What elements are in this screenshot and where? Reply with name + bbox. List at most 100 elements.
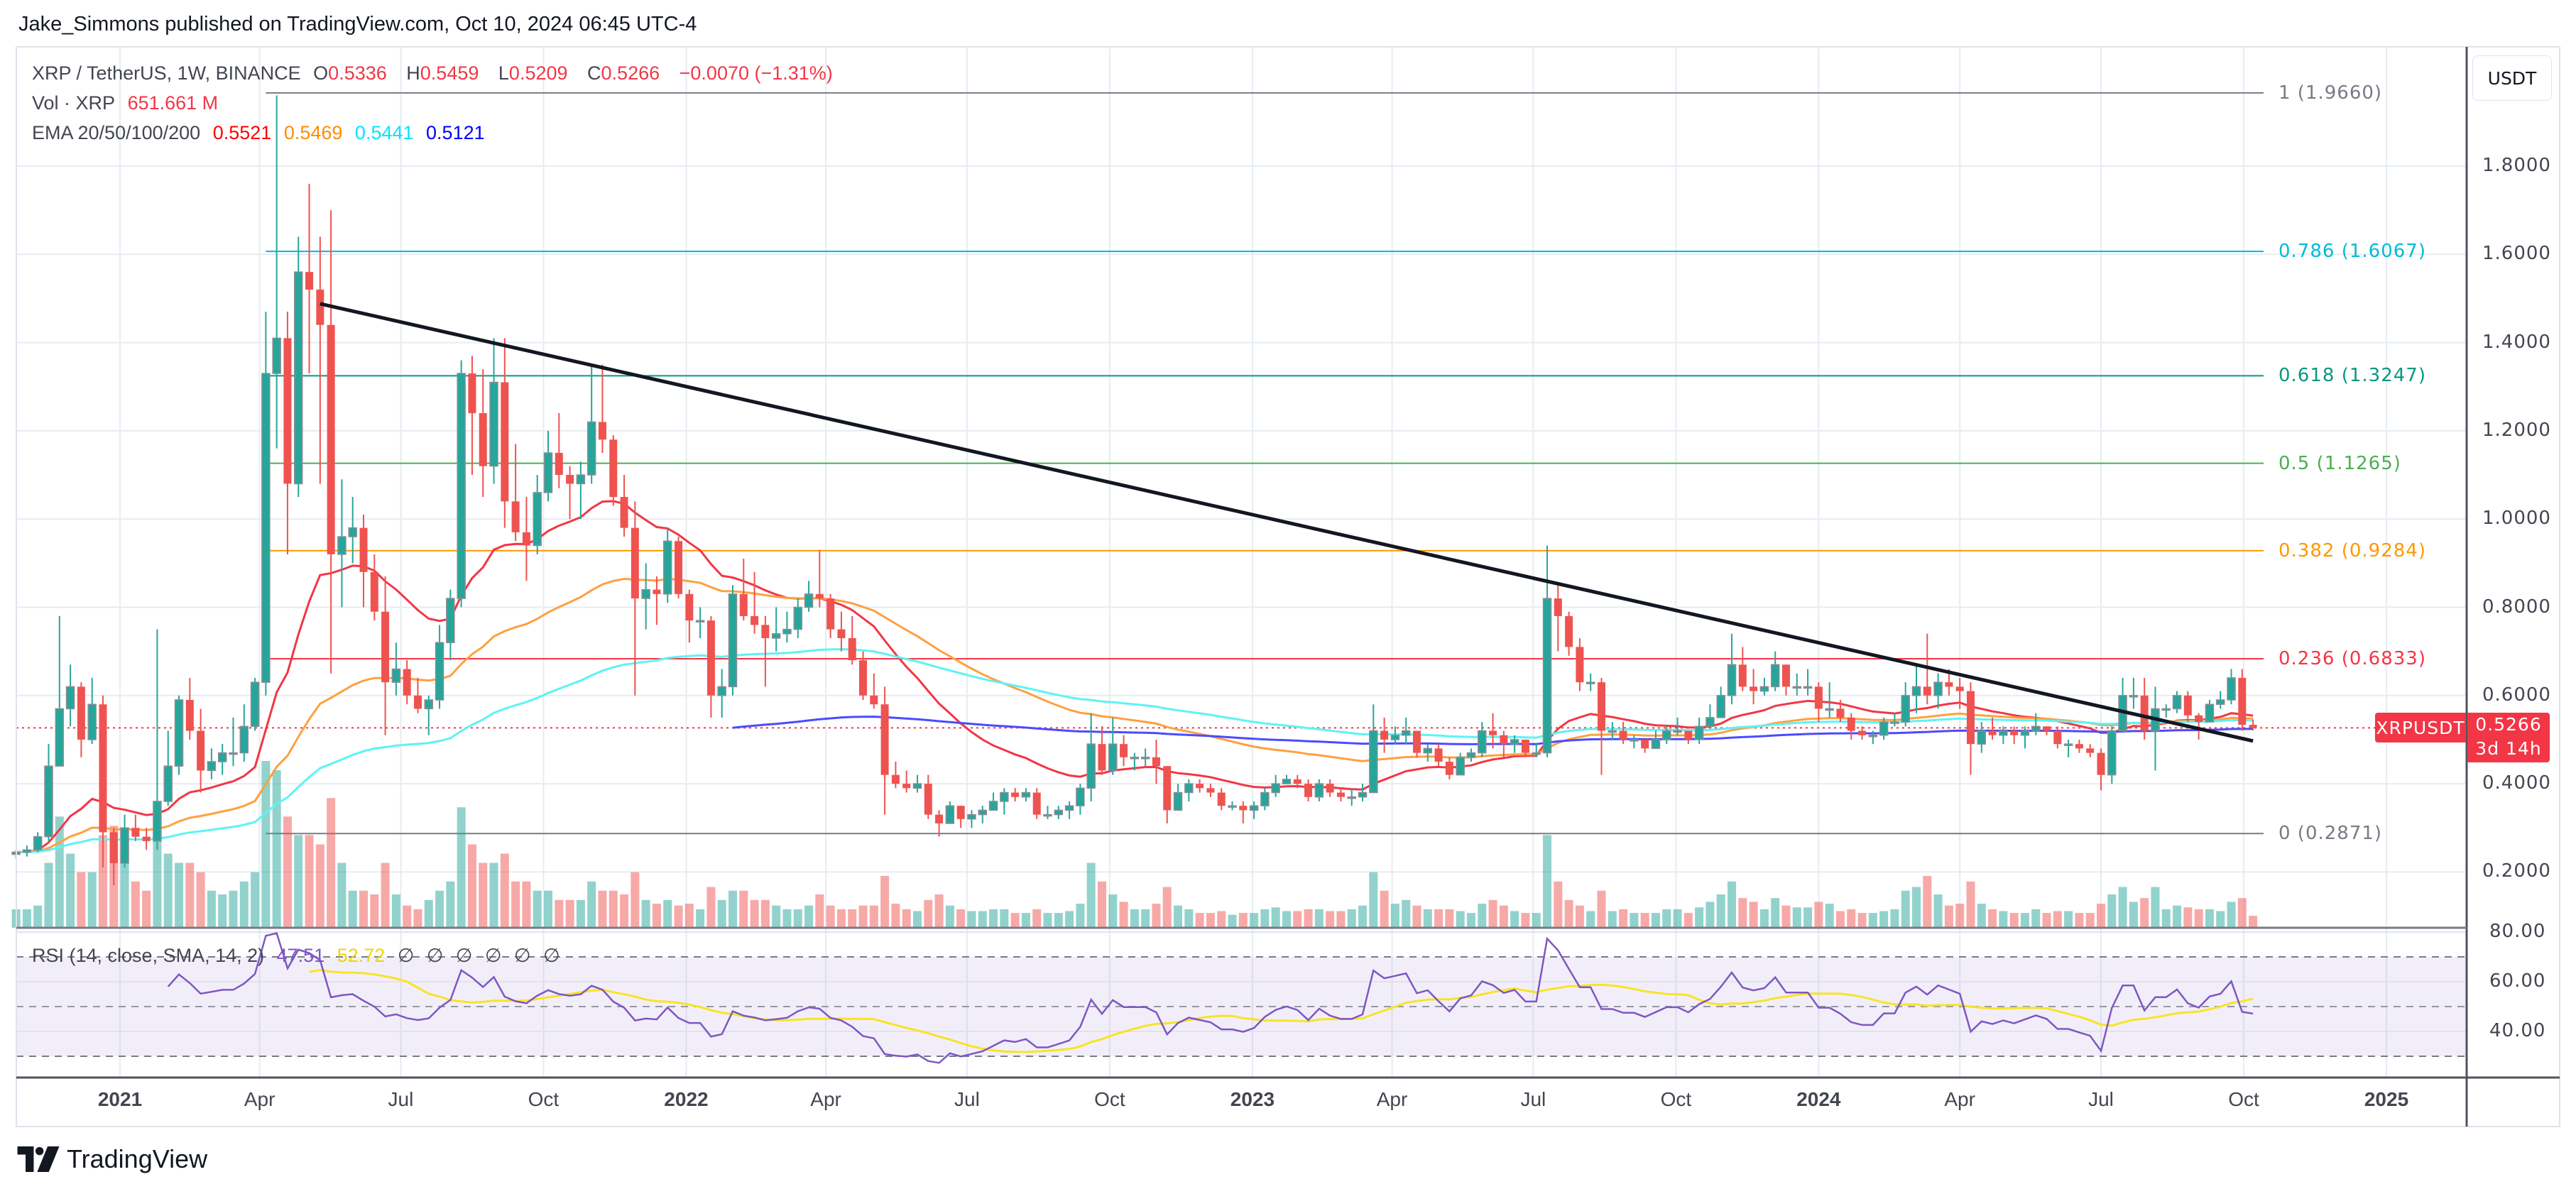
volume-bar xyxy=(1184,909,1194,928)
volume-bar xyxy=(1380,890,1389,928)
volume-bar xyxy=(2173,905,2182,928)
open-label: O xyxy=(313,62,329,84)
candle-body xyxy=(185,700,194,731)
volume-bar xyxy=(2107,894,2117,928)
candle-body xyxy=(55,708,65,767)
candle-body xyxy=(2031,725,2041,732)
volume-bar xyxy=(294,835,303,928)
volume-bar xyxy=(1683,913,1693,928)
volume-bar xyxy=(620,894,629,928)
candle-body xyxy=(880,704,889,775)
volume-bar xyxy=(229,890,238,928)
candle-body xyxy=(197,730,205,771)
candle-body xyxy=(1977,730,1987,745)
candle-body xyxy=(2215,699,2225,705)
volume-bar xyxy=(1314,909,1324,928)
candle-body xyxy=(229,752,238,755)
candle-body xyxy=(1249,805,1259,811)
currency-button[interactable]: USDT xyxy=(2472,55,2552,101)
volume-bar xyxy=(315,844,324,928)
candle-body xyxy=(522,532,530,546)
ema-label[interactable]: EMA 20/50/100/200 xyxy=(32,122,201,143)
na-value: ∅ xyxy=(514,945,531,966)
candle-body xyxy=(1923,686,1931,696)
candle-body xyxy=(316,290,324,325)
volume-bar xyxy=(967,911,976,928)
candle-body xyxy=(1554,598,1562,616)
fib-level-label: 0.236 (0.6833) xyxy=(2278,648,2426,670)
candle-body xyxy=(1098,744,1106,771)
tradingview-logo[interactable]: TradingView xyxy=(17,1144,207,1174)
volume-bar xyxy=(1032,909,1042,928)
volume-bar xyxy=(1358,905,1368,928)
volume-bar xyxy=(989,909,998,928)
volume-bar xyxy=(684,904,694,928)
volume-bar xyxy=(1510,911,1519,928)
candle-body xyxy=(22,849,32,853)
volume-bar xyxy=(131,881,140,928)
candle-body xyxy=(1988,730,1997,735)
candle-body xyxy=(1759,686,1769,692)
candle-body xyxy=(1314,783,1324,798)
volume-bar xyxy=(424,899,433,928)
na-value: ∅ xyxy=(426,945,444,966)
rsi-axis-label: 60.00 xyxy=(2489,970,2546,992)
candle-body xyxy=(1108,743,1118,772)
symbol-price-label: XRPUSDT xyxy=(2375,713,2466,743)
volume-label[interactable]: Vol · XRP xyxy=(32,92,116,114)
candle-body xyxy=(1347,796,1356,799)
volume-bar xyxy=(2205,909,2214,928)
candle-body xyxy=(65,686,75,710)
symbol-name[interactable]: XRP / TetherUS, 1W, BINANCE xyxy=(32,62,301,84)
volume-bar xyxy=(1532,913,1541,928)
close-value: 0.5266 xyxy=(601,62,660,84)
candle-body xyxy=(44,765,53,838)
candle-body xyxy=(305,272,314,290)
candle-body xyxy=(2249,725,2257,728)
volume-bar xyxy=(1434,909,1443,928)
volume-bar xyxy=(891,904,900,928)
volume-bar xyxy=(479,862,488,928)
volume-bar xyxy=(750,899,759,928)
volume-bar xyxy=(1293,911,1302,928)
volume-bar xyxy=(1076,904,1085,928)
candle-body xyxy=(1326,784,1334,793)
candle-body xyxy=(533,492,542,547)
volume-bar xyxy=(1423,909,1432,928)
candle-body xyxy=(598,422,606,440)
volume-bar xyxy=(2031,909,2041,928)
volume-bar xyxy=(1868,913,1877,928)
candle-body xyxy=(555,452,563,476)
candle-body xyxy=(782,628,792,635)
candle-body xyxy=(2161,708,2171,711)
time-axis-label: 2025 xyxy=(2364,1088,2409,1110)
fibonacci-retracement xyxy=(266,92,2264,835)
candle-body xyxy=(662,540,672,595)
rsi-pane xyxy=(16,931,2467,1064)
volume-bar xyxy=(33,905,43,928)
candle-body xyxy=(1911,686,1921,696)
volume-bar xyxy=(1749,902,1758,928)
volume-bar xyxy=(1086,862,1096,928)
candle-body xyxy=(1011,792,1020,797)
candle-body xyxy=(695,620,705,623)
volume-bar xyxy=(457,807,466,928)
volume-bar xyxy=(1728,881,1737,928)
volume-bar xyxy=(674,905,683,928)
candle-body xyxy=(1955,686,1964,691)
rsi-label[interactable]: RSI (14, close, SMA, 14, 2) xyxy=(32,945,265,966)
candle-body xyxy=(739,593,748,616)
ema-20-line xyxy=(16,500,2254,853)
candle-body xyxy=(413,695,422,709)
candle-body xyxy=(1217,792,1226,806)
volume-bar xyxy=(22,909,31,928)
candle-body xyxy=(1901,695,1910,723)
candle-body xyxy=(1619,730,1627,740)
volume-bar xyxy=(1890,909,1899,928)
volume-bar xyxy=(1217,911,1226,928)
volume-bar xyxy=(1499,905,1508,928)
ema-lines xyxy=(16,500,2254,853)
volume-bar xyxy=(435,890,444,928)
volume-bar xyxy=(1640,913,1649,928)
